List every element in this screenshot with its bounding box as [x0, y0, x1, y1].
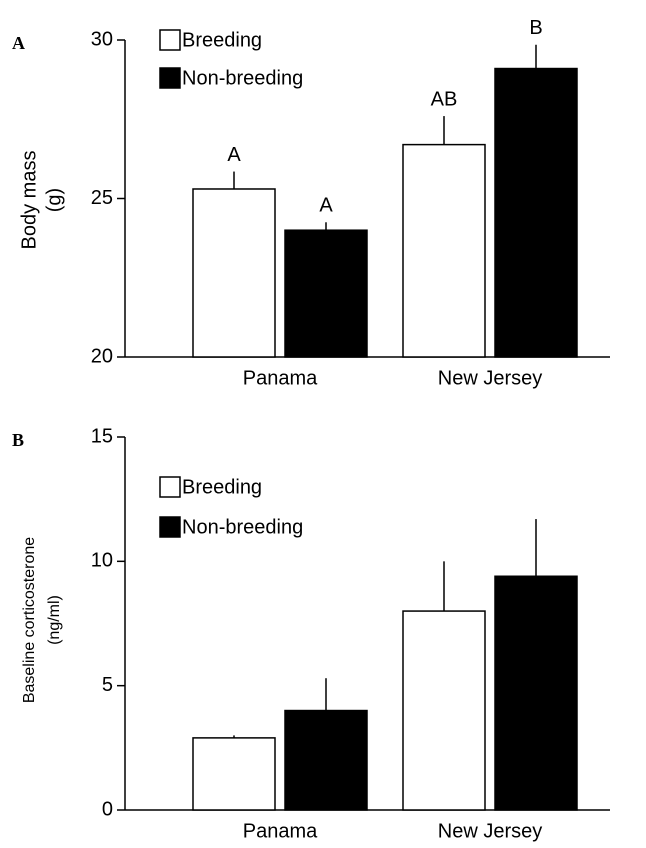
panel-label: A [12, 33, 25, 53]
bar [494, 67, 578, 358]
y-tick-label: 5 [102, 674, 113, 696]
bar [284, 229, 368, 358]
significance-label: B [529, 17, 542, 39]
significance-label: AB [431, 88, 458, 110]
y-axis-label: (ng/ml) [46, 595, 63, 645]
y-tick-label: 30 [91, 28, 113, 50]
legend-swatch [159, 476, 181, 498]
legend-label: Breeding [182, 476, 262, 498]
bar [192, 737, 276, 811]
legend-swatch [159, 29, 181, 51]
y-tick-label: 15 [91, 425, 113, 447]
y-tick-label: 25 [91, 187, 113, 209]
bar [284, 709, 368, 811]
legend-swatch [159, 516, 181, 538]
x-tick-label: Panama [243, 820, 318, 842]
significance-label: A [227, 144, 241, 166]
legend-label: Non-breeding [182, 67, 303, 89]
x-tick-label: Panama [243, 367, 318, 389]
bar [402, 143, 486, 358]
y-axis-label: Baseline corticosterone [21, 537, 38, 703]
bar [192, 188, 276, 358]
y-axis-label: (g) [43, 188, 65, 212]
x-tick-label: New Jersey [438, 820, 542, 842]
legend-swatch [159, 67, 181, 89]
significance-label: A [319, 195, 333, 217]
bar [402, 610, 486, 811]
legend-label: Breeding [182, 29, 262, 51]
y-tick-label: 20 [91, 345, 113, 367]
bar [494, 575, 578, 811]
y-axis-label: Body mass [18, 151, 40, 250]
x-tick-label: New Jersey [438, 367, 542, 389]
y-tick-label: 10 [91, 550, 113, 572]
legend-label: Non-breeding [182, 516, 303, 538]
panel-label: B [12, 430, 24, 450]
y-tick-label: 0 [102, 798, 113, 820]
